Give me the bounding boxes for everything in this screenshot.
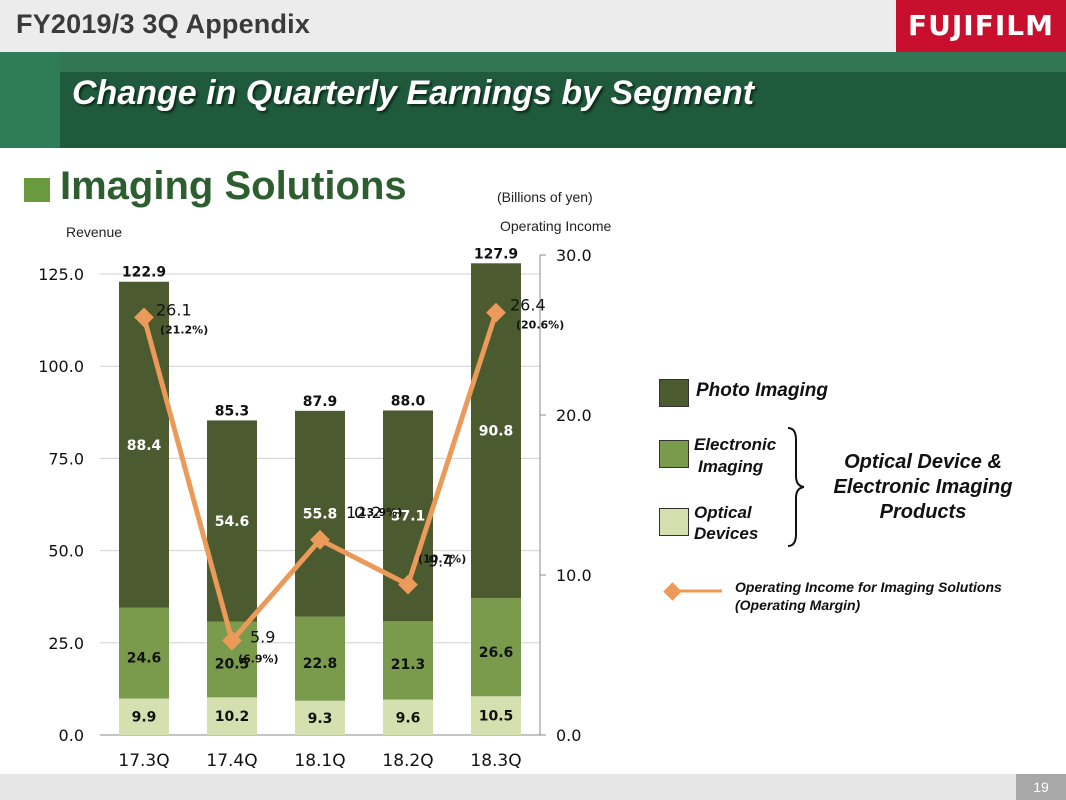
bar-optical: [471, 696, 521, 735]
bar-value-label: 22.8: [303, 656, 338, 672]
operating-income-point: [134, 307, 154, 328]
logo-text: FUJIFILM: [908, 9, 1054, 42]
x-tick-label: 18.2Q: [382, 751, 433, 771]
left-axis-title: Revenue: [66, 224, 123, 240]
top-bar: [0, 0, 1066, 52]
right-axis-title: Operating Income: [500, 218, 612, 234]
legend-line-marker-icon: [663, 582, 722, 601]
legend-label-electronic-1: Electronic: [694, 435, 777, 454]
title-band-accent: [0, 52, 60, 148]
legend-label-electronic-2: Imaging: [698, 457, 764, 476]
operating-income-label: 26.4: [510, 296, 546, 315]
footer-bar: [0, 774, 1066, 800]
title-band-highlight: [0, 52, 1066, 72]
fujifilm-logo: FUJIFILM: [896, 0, 1066, 52]
legend-oi-line-2: (Operating Margin): [735, 597, 861, 613]
legend-group-line-1: Optical Device &: [844, 451, 1002, 473]
bar-value-label: 9.9: [132, 710, 157, 726]
section-bullet-icon: [24, 178, 50, 202]
bar-value-label: 54.6: [215, 514, 250, 530]
bar-value-label: 57.1: [391, 509, 426, 525]
operating-income-label: 12.2: [346, 503, 382, 522]
y2-tick-label: 30.0: [556, 246, 592, 265]
x-tick-label: 17.3Q: [118, 751, 169, 771]
bar-value-label: 90.8: [479, 424, 514, 440]
operating-income-label: 5.9: [250, 628, 275, 647]
bar-electronic: [295, 616, 345, 701]
units-note: (Billions of yen): [497, 189, 593, 205]
y2-tick-label: 20.0: [556, 406, 592, 425]
operating-income-point: [486, 302, 506, 323]
y-tick-label: 75.0: [48, 449, 84, 468]
bar-value-label: 55.8: [303, 507, 338, 523]
legend-group-line-2: Electronic Imaging: [833, 476, 1013, 498]
page-number: 19: [1016, 774, 1066, 800]
y-tick-label: 0.0: [59, 726, 84, 745]
legend-swatch-optical: [659, 508, 689, 536]
y-tick-label: 125.0: [38, 265, 84, 284]
operating-income-label: 9.4: [428, 552, 453, 571]
bar-photo: [119, 281, 169, 608]
bar-optical: [119, 698, 169, 735]
bar-value-label: 20.5: [215, 656, 250, 672]
legend-label-optical-2: Devices: [694, 524, 759, 543]
bar-total-label: 122.9: [122, 265, 166, 281]
y2-tick-label: 0.0: [556, 726, 581, 745]
operating-margin-label: (20.6%): [516, 319, 564, 332]
bar-optical: [295, 700, 345, 735]
bar-electronic: [471, 598, 521, 697]
x-tick-label: 18.3Q: [470, 751, 521, 771]
operating-margin-label: (13.9%): [354, 506, 402, 519]
bar-electronic: [119, 607, 169, 699]
bar-total-label: 127.9: [474, 246, 518, 262]
legend-group-line-3: Products: [879, 501, 967, 523]
operating-margin-label: (10.7%): [418, 553, 466, 566]
bar-value-label: 10.5: [479, 709, 514, 725]
bar-electronic: [383, 621, 433, 700]
y-tick-label: 25.0: [48, 634, 84, 653]
bar-value-label: 88.4: [127, 438, 162, 454]
bar-value-label: 9.6: [396, 710, 421, 726]
operating-income-label: 26.1: [156, 300, 192, 319]
slide-title: Change in Quarterly Earnings by Segment: [72, 74, 755, 112]
legend-swatch-photo: [659, 379, 689, 407]
bar-total-label: 85.3: [215, 403, 250, 419]
bar-optical: [207, 697, 257, 735]
legend-label-photo: Photo Imaging: [696, 380, 828, 401]
deck-title: FY2019/3 3Q Appendix: [16, 9, 311, 39]
bar-photo: [295, 410, 345, 617]
bar-total-label: 88.0: [391, 393, 426, 409]
bar-value-label: 9.3: [308, 711, 333, 727]
legend-oi-line-1: Operating Income for Imaging Solutions: [735, 579, 1002, 595]
y-tick-label: 50.0: [48, 542, 84, 561]
bar-value-label: 26.6: [479, 645, 514, 661]
x-tick-label: 17.4Q: [206, 751, 257, 771]
y-tick-label: 100.0: [38, 357, 84, 376]
bar-value-label: 24.6: [127, 651, 162, 667]
legend-label-optical-1: Optical: [694, 503, 752, 522]
operating-income-point: [398, 574, 418, 595]
operating-margin-label: (21.2%): [160, 323, 208, 336]
bar-total-label: 87.9: [303, 394, 338, 410]
y2-tick-label: 10.0: [556, 566, 592, 585]
operating-margin-label: (6.9%): [238, 653, 279, 666]
bar-optical: [383, 699, 433, 735]
x-tick-label: 18.1Q: [294, 751, 345, 771]
bar-value-label: 21.3: [391, 657, 426, 673]
legend-swatch-electronic: [659, 440, 689, 468]
bar-value-label: 10.2: [215, 709, 250, 725]
legend-brace-icon: [787, 427, 805, 547]
section-title: Imaging Solutions: [60, 164, 407, 208]
operating-income-point: [310, 529, 330, 550]
